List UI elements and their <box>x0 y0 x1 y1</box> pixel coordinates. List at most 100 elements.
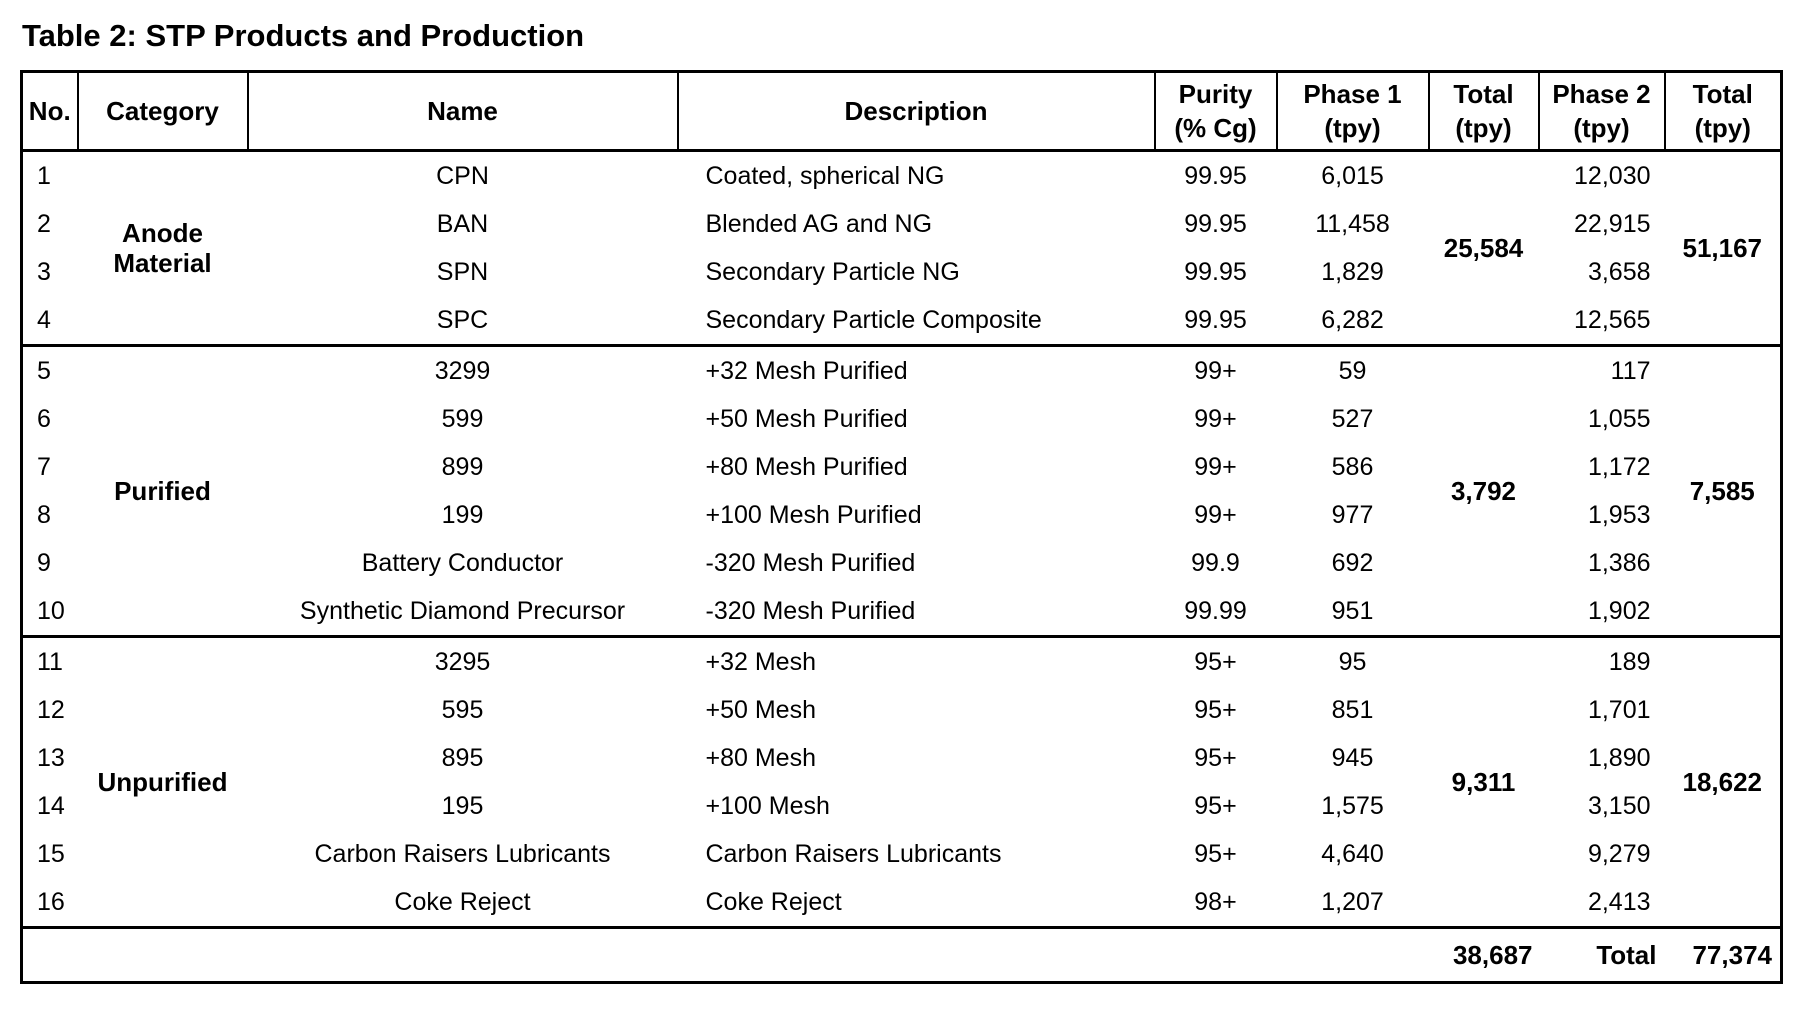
description-cell: Coated, spherical NG <box>677 149 1155 200</box>
product-row: 14 195 +100 Mesh 95+ 1,575 3,150 <box>22 782 1782 830</box>
col-header-phase1: Phase 1 (tpy) <box>1275 70 1430 152</box>
product-row: 12 595 +50 Mesh 95+ 851 1,701 <box>22 686 1782 734</box>
row-number-cell: 15 <box>37 839 65 868</box>
col-header-phase2-total-unit: (tpy) <box>1694 113 1751 143</box>
purity-cell: 99+ <box>1154 344 1277 395</box>
row-number-cell: 7 <box>37 452 51 481</box>
row-number-cell: 4 <box>37 305 51 334</box>
description-cell: +100 Mesh Purified <box>705 500 922 529</box>
product-row: 11 Unpurified 3295 +32 Mesh 95+ 95 9,311 189 18,… <box>21 635 1782 928</box>
table-title: Table 2: STP Products and Production <box>22 18 585 53</box>
purity-cell: 99.95 <box>1184 305 1247 334</box>
product-name-cell: 899 <box>441 452 484 481</box>
col-header-no: No. <box>20 70 79 152</box>
purity-cell: 95+ <box>1194 839 1237 868</box>
col-header-purity-label: Purity <box>1178 79 1253 109</box>
phase1-cell: 1,207 <box>1321 887 1384 916</box>
purity-cell: 95+ <box>1194 743 1237 772</box>
phase1-cell: 6,015 <box>1276 149 1429 200</box>
phase2-group-total-cell: 18,622 <box>1664 635 1782 928</box>
row-number-cell: 9 <box>37 548 51 577</box>
phase2-cell: 1,172 <box>1587 452 1651 481</box>
product-name-cell: 199 <box>441 500 484 529</box>
product-name-cell: 3295 <box>247 635 678 686</box>
phase1-cell: 527 <box>1331 404 1374 433</box>
product-name-cell: Synthetic Diamond Precursor <box>299 596 626 625</box>
product-row: 13 895 +80 Mesh 95+ 945 1,890 <box>22 734 1782 782</box>
phase1-cell: 4,640 <box>1321 839 1384 868</box>
phase1-cell: 11,458 <box>1315 209 1390 238</box>
row-number-cell: 14 <box>37 791 65 820</box>
row-number-cell: 12 <box>37 695 65 724</box>
col-header-purity: Purity (% Cg) <box>1153 70 1278 152</box>
phase1-cell: 692 <box>1331 548 1374 577</box>
purity-cell: 99+ <box>1194 404 1237 433</box>
description-cell: +100 Mesh <box>705 791 830 820</box>
row-number-cell: 13 <box>37 743 65 772</box>
phase2-cell: 1,386 <box>1587 548 1651 577</box>
header-row: No. Category Name Description Purity (% … <box>20 70 1783 152</box>
phase2-cell: 1,902 <box>1587 596 1651 625</box>
phase2-cell: 12,565 <box>1574 305 1651 334</box>
col-header-name: Name <box>246 70 679 152</box>
row-number-cell: 1 <box>21 149 78 200</box>
phase1-cell: 945 <box>1331 743 1374 772</box>
description-cell: Carbon Raisers Lubricants <box>705 839 1002 868</box>
grand-total-phase2: 77,374 <box>1664 926 1782 983</box>
description-cell: -320 Mesh Purified <box>705 596 916 625</box>
description-cell: +50 Mesh Purified <box>705 404 908 433</box>
purity-cell: 95+ <box>1194 695 1237 724</box>
col-header-name-label: Name <box>427 96 498 126</box>
purity-cell: 95+ <box>1194 791 1237 820</box>
purity-cell: 99.95 <box>1154 149 1277 200</box>
col-header-phase2-unit: (tpy) <box>1573 113 1630 143</box>
category-cell: Purified <box>77 344 248 637</box>
col-header-phase2-total: Total (tpy) <box>1663 70 1783 152</box>
category-cell: Anode Material <box>77 149 248 346</box>
description-cell: +32 Mesh <box>677 635 1155 686</box>
col-header-purity-unit: (% Cg) <box>1174 113 1257 143</box>
product-name-cell: SPN <box>436 257 489 286</box>
row-number-cell: 8 <box>37 500 51 529</box>
col-header-phase2-label: Phase 2 <box>1552 79 1651 109</box>
col-header-phase1-total-unit: (tpy) <box>1455 113 1512 143</box>
phase1-cell: 59 <box>1276 344 1429 395</box>
row-number-cell: 3 <box>37 257 51 286</box>
col-header-phase1-total: Total (tpy) <box>1427 70 1540 152</box>
row-number-cell: 10 <box>37 596 65 625</box>
grand-total-row: 38,687 Total 77,374 <box>21 926 1782 983</box>
purity-cell: 99.95 <box>1184 257 1247 286</box>
product-name-cell: SPC <box>436 305 489 334</box>
phase1-cell: 951 <box>1331 596 1374 625</box>
row-number-cell: 11 <box>21 635 78 686</box>
grand-total-label: Total <box>1538 926 1665 983</box>
col-header-phase2: Phase 2 (tpy) <box>1537 70 1666 152</box>
description-cell: +80 Mesh <box>705 743 817 772</box>
product-name-cell: Coke Reject <box>394 887 531 916</box>
col-header-description: Description <box>676 70 1156 152</box>
phase2-cell: 1,055 <box>1587 404 1651 433</box>
product-name-cell: Carbon Raisers Lubricants <box>314 839 611 868</box>
description-cell: +80 Mesh Purified <box>705 452 908 481</box>
phase1-cell: 1,575 <box>1321 791 1384 820</box>
product-name-cell: BAN <box>436 209 489 238</box>
col-header-phase2-total-label: Total <box>1692 79 1753 109</box>
category-cell: Unpurified <box>77 635 248 928</box>
phase1-cell: 586 <box>1331 452 1374 481</box>
product-row: 16 Coke Reject Coke Reject 98+ 1,207 2,413 <box>22 878 1782 928</box>
phase2-group-total-cell: 7,585 <box>1664 344 1782 637</box>
purity-cell: 99.95 <box>1184 209 1247 238</box>
phase2-cell: 1,701 <box>1587 695 1651 724</box>
phase2-cell: 1,953 <box>1587 500 1651 529</box>
phase2-cell: 3,658 <box>1587 257 1651 286</box>
phase2-cell: 22,915 <box>1574 209 1651 238</box>
product-row: 3 SPN Secondary Particle NG 99.95 1,829 3,658 <box>22 248 1782 296</box>
row-number-cell: 5 <box>21 344 78 395</box>
phase2-group-total-cell: 51,167 <box>1664 149 1782 346</box>
product-name-cell: 595 <box>441 695 484 724</box>
description-cell: Blended AG and NG <box>705 209 933 238</box>
product-row: 10 Synthetic Diamond Precursor -320 Mesh P… <box>22 587 1782 637</box>
product-row: 9 Battery Conductor -320 Mesh Purified 99.9… <box>22 539 1782 587</box>
purity-cell: 99.9 <box>1191 548 1240 577</box>
